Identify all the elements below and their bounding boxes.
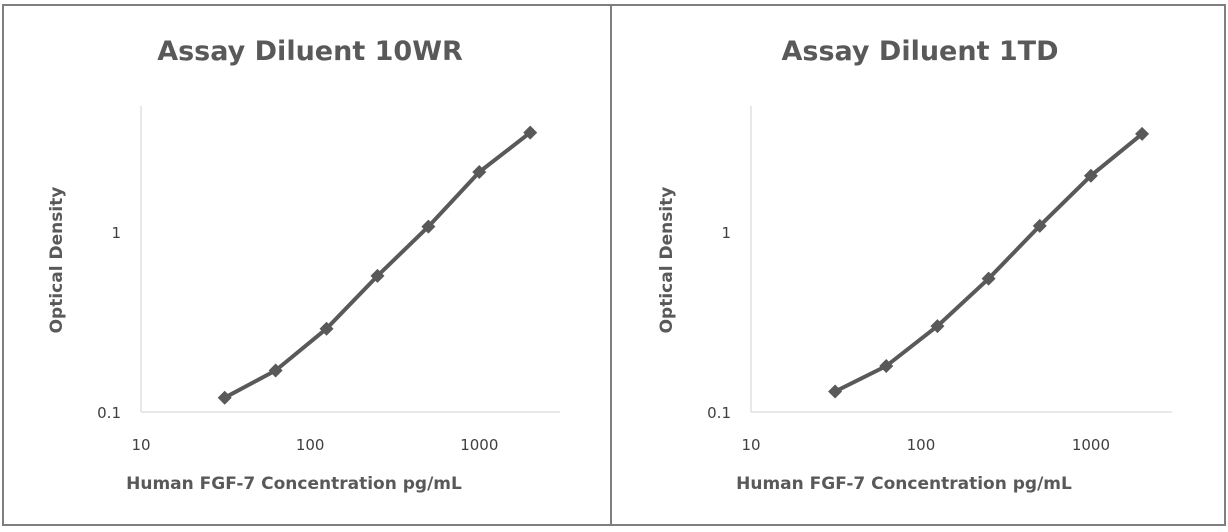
data-point-marker bbox=[1083, 168, 1098, 183]
x-axis-label: Human FGF-7 Concentration pg/mL bbox=[126, 474, 462, 494]
data-point-marker bbox=[930, 319, 945, 334]
data-point-marker bbox=[981, 271, 996, 286]
plot-area: 10 100 1000 0.1 1 bbox=[97, 106, 560, 454]
x-tick-label: 1000 bbox=[460, 436, 498, 454]
data-point-marker bbox=[370, 268, 385, 283]
plot-area: 10 100 1000 0.1 1 bbox=[707, 106, 1172, 454]
data-point-marker bbox=[268, 363, 283, 378]
data-point-marker bbox=[879, 359, 894, 374]
chart-title: Assay Diluent 10WR bbox=[157, 36, 463, 67]
x-tick-label: 100 bbox=[907, 436, 936, 454]
data-point-marker bbox=[319, 321, 334, 336]
y-tick-label: 1 bbox=[111, 224, 121, 242]
data-point-marker bbox=[1032, 218, 1047, 233]
y-tick-label: 0.1 bbox=[97, 404, 121, 422]
chart-panel-assay-diluent-1td: Assay Diluent 1TD Optical Density Human … bbox=[610, 4, 1226, 526]
series-line bbox=[833, 131, 1145, 394]
chart-svg: Assay Diluent 1TD Optical Density Human … bbox=[657, 36, 1172, 494]
y-axis-label: Optical Density bbox=[657, 187, 677, 334]
y-tick-label: 1 bbox=[721, 224, 731, 242]
chart-title: Assay Diluent 1TD bbox=[781, 36, 1058, 67]
y-axis-label: Optical Density bbox=[47, 187, 67, 334]
y-tick-label: 0.1 bbox=[707, 404, 731, 422]
x-tick-label: 1000 bbox=[1072, 436, 1110, 454]
chart-panel-assay-diluent-10wr: Assay Diluent 10WR Optical Density Human… bbox=[2, 4, 614, 526]
data-point-marker bbox=[1135, 126, 1150, 141]
data-point-marker bbox=[523, 125, 538, 140]
x-axis-label: Human FGF-7 Concentration pg/mL bbox=[736, 474, 1072, 494]
data-point-marker bbox=[217, 390, 232, 405]
chart-svg: Assay Diluent 10WR Optical Density Human… bbox=[47, 36, 560, 494]
data-point-marker bbox=[472, 165, 487, 180]
data-point-marker bbox=[828, 384, 843, 399]
x-tick-label: 10 bbox=[131, 436, 150, 454]
x-tick-label: 10 bbox=[741, 436, 760, 454]
x-tick-label: 100 bbox=[296, 436, 325, 454]
data-point-marker bbox=[421, 219, 436, 234]
